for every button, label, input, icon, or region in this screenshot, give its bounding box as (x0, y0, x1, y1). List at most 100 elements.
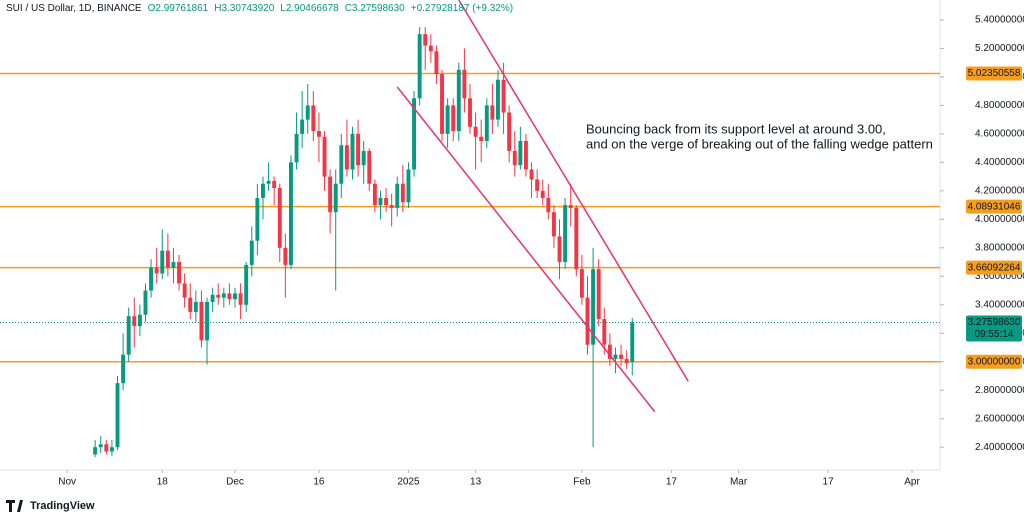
x-tick-label: 13 (470, 477, 482, 488)
candle-body (613, 354, 618, 359)
level-label: 4.08931046 (968, 201, 1021, 212)
candle-body (361, 150, 366, 166)
candle-body (188, 297, 193, 312)
y-tick-label: 3.80000000 (975, 242, 1024, 253)
candle-body (462, 69, 467, 99)
y-tick-label: 5.20000000 (975, 43, 1024, 54)
candle-body (305, 105, 310, 120)
candle-body (261, 183, 265, 198)
x-tick-label: 18 (157, 477, 169, 488)
candle-body (378, 197, 383, 206)
candle-body (93, 447, 98, 455)
candle-body (563, 205, 568, 263)
candle-body (283, 247, 288, 265)
x-tick-label: Nov (58, 477, 76, 488)
candle-body (328, 176, 333, 213)
candle-body (395, 183, 400, 208)
candle-body (417, 34, 422, 99)
candle-body (98, 444, 103, 448)
footer: TradingView (30, 500, 95, 512)
candle-body (149, 267, 154, 291)
candle-body (249, 240, 254, 265)
candle-body (596, 269, 601, 320)
level-label: 5.02350558 (968, 68, 1021, 79)
y-tick-label: 2.60000000 (975, 413, 1024, 424)
candle-body (607, 344, 612, 359)
candle-body (104, 444, 109, 452)
candle-body (210, 294, 215, 302)
candle-body (199, 301, 204, 341)
candle-body (602, 319, 607, 345)
trend-line (458, 0, 689, 382)
candle-body (233, 293, 237, 300)
candle-body (540, 190, 545, 198)
logo-mark (6, 500, 23, 512)
annotation: and on the verge of breaking out of the … (586, 136, 933, 151)
candle-body (132, 316, 137, 327)
level-label: 3.00000000 (968, 356, 1021, 367)
y-tick-label: 2.40000000 (975, 442, 1024, 453)
candle-body (216, 294, 221, 298)
y-tick-label: 4.00000000 (975, 214, 1024, 225)
candle-body (412, 98, 417, 170)
y-tick-label: 4.80000000 (975, 100, 1024, 111)
candle-body (624, 358, 629, 364)
y-tick-label: 3.40000000 (975, 299, 1024, 310)
candle-body (221, 293, 226, 298)
candle-body (484, 105, 489, 141)
levels: 5.02350558 4.08931046 3.66092264 3.00000000 (0, 66, 1022, 369)
x-tick-label: 17 (666, 477, 678, 488)
candle-body (165, 250, 170, 268)
candle-body (255, 197, 260, 241)
x-tick-label: Feb (573, 477, 591, 488)
candle-body (344, 145, 349, 170)
y-tick-label: 4.40000000 (975, 157, 1024, 168)
candle-body (339, 145, 344, 184)
x-tick-label: Apr (904, 477, 920, 488)
candle-body (473, 126, 478, 137)
countdown: 09:55:14 (975, 329, 1014, 340)
x-tick-label: Dec (226, 477, 244, 488)
candle-body (121, 354, 126, 384)
candle-body (440, 74, 444, 134)
candle-body (557, 236, 562, 263)
candle-body (619, 354, 624, 359)
candle-body (445, 105, 450, 134)
y-tick-label: 3.60000000 (975, 271, 1024, 282)
candle-body (367, 150, 372, 184)
last-price-box (966, 315, 1022, 342)
candle-body (126, 316, 131, 355)
candle-body (115, 383, 120, 448)
level-label-box (966, 66, 1022, 81)
candle-body (490, 105, 495, 120)
candle-body (238, 293, 243, 305)
candle-body (288, 162, 293, 265)
candle-body (428, 45, 433, 52)
trend-line (396, 86, 656, 413)
candle-body (143, 290, 148, 315)
candle-body (523, 141, 528, 170)
candle-body (384, 197, 389, 206)
x-tick-label: Mar (730, 477, 748, 488)
candle-body (468, 98, 472, 127)
chart-header: SUI / US Dollar, 1D, BINANCE O2.99761861 H… (6, 3, 513, 14)
candles (93, 27, 635, 458)
candle-body (451, 105, 456, 132)
candle-body (535, 179, 540, 191)
y-tick-label: 4.60000000 (975, 129, 1024, 140)
level-label-box (966, 199, 1022, 214)
candle-body (227, 293, 232, 300)
x-tick-label: 2025 (397, 477, 420, 488)
candle-body (193, 301, 198, 312)
candle-body (568, 205, 573, 208)
candle-body (389, 205, 394, 208)
high: H3.30743920 (214, 3, 274, 14)
level-label-box (966, 260, 1022, 275)
candle-body (423, 34, 428, 46)
grid: 2.40000000 2.60000000 2.80000000 3.00000000… (58, 15, 1024, 488)
candle-body (512, 150, 517, 166)
candle-body (137, 314, 142, 327)
y-tick-label: 4.20000000 (975, 185, 1024, 196)
